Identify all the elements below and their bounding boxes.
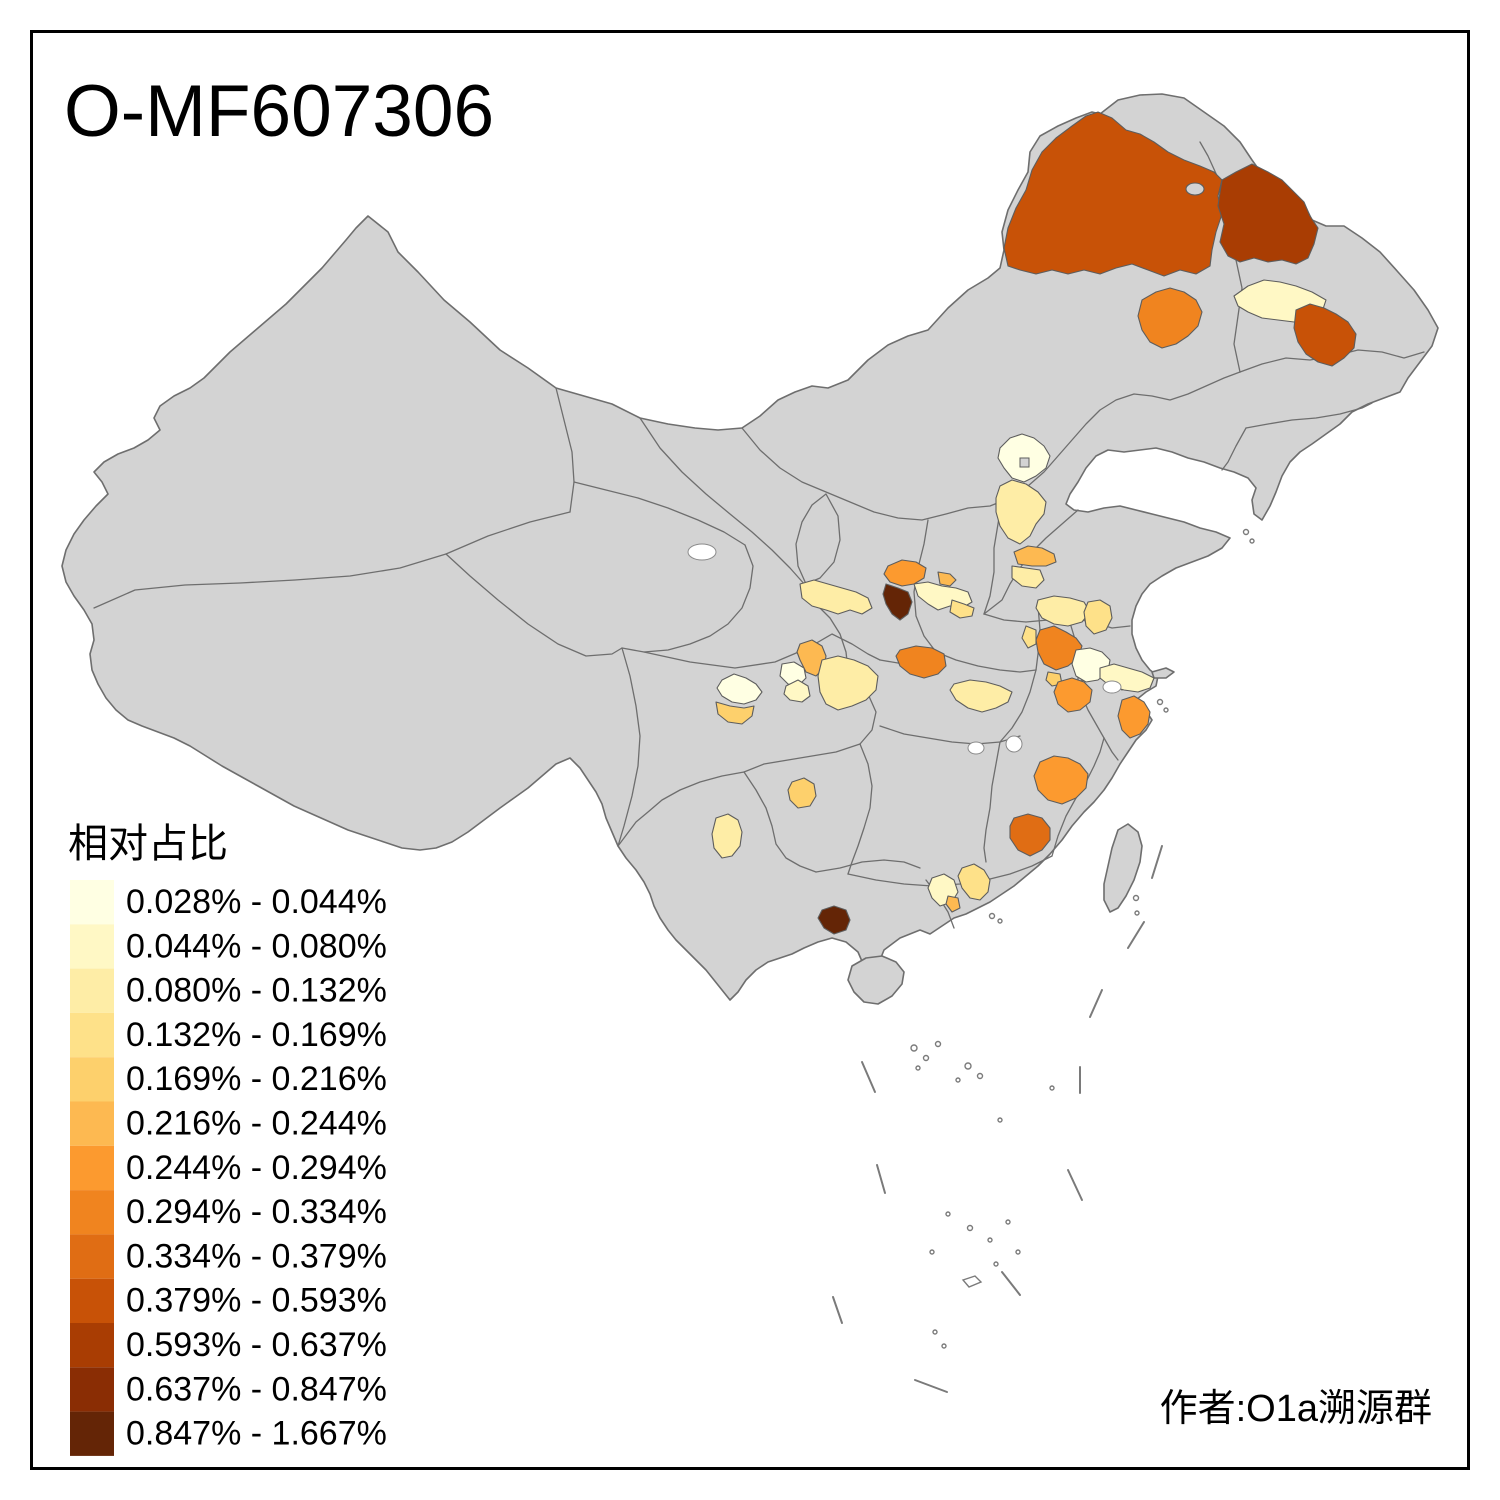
legend-swatch <box>70 1234 114 1279</box>
map-region <box>883 559 927 587</box>
legend-swatch <box>70 1411 114 1456</box>
legend-swatch <box>70 968 114 1013</box>
qinghai-lake <box>687 543 717 561</box>
legend-label: 0.334% - 0.379% <box>126 1237 387 1275</box>
map-region <box>817 905 851 935</box>
legend-label: 0.294% - 0.334% <box>126 1193 387 1231</box>
legend-label: 0.028% - 0.044% <box>126 883 387 921</box>
legend-swatch <box>70 880 114 925</box>
map-enclave <box>1185 182 1205 196</box>
legend-swatch <box>70 1278 114 1323</box>
map-region <box>949 599 975 619</box>
legend-label: 0.132% - 0.169% <box>126 1016 387 1054</box>
legend-swatch <box>70 1145 114 1191</box>
map-region <box>957 863 991 901</box>
map-region <box>1117 695 1151 739</box>
legend-label: 0.379% - 0.593% <box>126 1282 387 1320</box>
map-region <box>1053 677 1093 713</box>
map-region <box>787 777 817 809</box>
map-region <box>945 895 961 913</box>
map-region <box>995 479 1047 545</box>
legend-swatch <box>70 1323 114 1368</box>
map-region <box>1003 111 1223 277</box>
attribution: 作者:O1a溯源群 <box>1160 1388 1432 1430</box>
map-region <box>1035 595 1091 627</box>
legend-swatch <box>70 1101 114 1146</box>
map-region <box>817 655 879 711</box>
map-region <box>1083 599 1113 635</box>
map-region <box>895 645 947 679</box>
map-region <box>1009 813 1051 857</box>
map-region <box>949 679 1013 713</box>
nine-dash-line <box>832 845 1163 1393</box>
map-region <box>1137 287 1203 349</box>
china-mainland <box>61 93 1439 1001</box>
chongming-island <box>1151 667 1175 679</box>
legend-label: 0.593% - 0.637% <box>126 1326 387 1364</box>
legend-swatch <box>70 1190 114 1235</box>
hainan-island <box>847 955 905 1005</box>
lakes <box>687 543 1122 755</box>
map-region <box>716 673 763 705</box>
legend-label: 0.216% - 0.244% <box>126 1105 387 1143</box>
legend-swatch <box>70 1057 114 1102</box>
legend-label: 0.244% - 0.294% <box>126 1149 387 1187</box>
legend-label: 0.044% - 0.080% <box>126 927 387 965</box>
map-region <box>783 679 811 703</box>
legend-label: 0.847% - 1.667% <box>126 1415 387 1453</box>
choropleth-regions <box>711 111 1357 935</box>
taiwan-island <box>1103 823 1143 913</box>
map-region <box>799 579 873 615</box>
map-region <box>1293 303 1357 367</box>
page-title: O-MF607306 <box>64 71 494 152</box>
map-region <box>882 583 913 621</box>
map-region <box>1021 625 1037 649</box>
legend: 0.028% - 0.044% 0.044% - 0.080% 0.080% - 0… <box>70 880 387 1456</box>
map-region <box>1033 755 1089 805</box>
dongting-lake <box>967 741 985 755</box>
legend-label: 0.637% - 0.847% <box>126 1370 387 1408</box>
map-region <box>1217 163 1319 265</box>
legend-label: 0.169% - 0.216% <box>126 1060 387 1098</box>
legend-swatch <box>70 924 114 969</box>
legend-swatch <box>70 1367 114 1412</box>
poyang-lake <box>1005 735 1023 753</box>
legend-swatch <box>70 1012 114 1058</box>
map-region <box>715 701 755 725</box>
map-region <box>1011 565 1045 589</box>
legend-label: 0.080% - 0.132% <box>126 972 387 1010</box>
map-region <box>1013 545 1057 567</box>
map-enclave <box>1019 457 1030 468</box>
map-region <box>711 813 743 859</box>
tai-lake <box>1102 680 1122 694</box>
map-region <box>937 571 957 587</box>
south-sea-islands <box>910 528 1255 1349</box>
legend-title: 相对占比 <box>68 822 228 866</box>
